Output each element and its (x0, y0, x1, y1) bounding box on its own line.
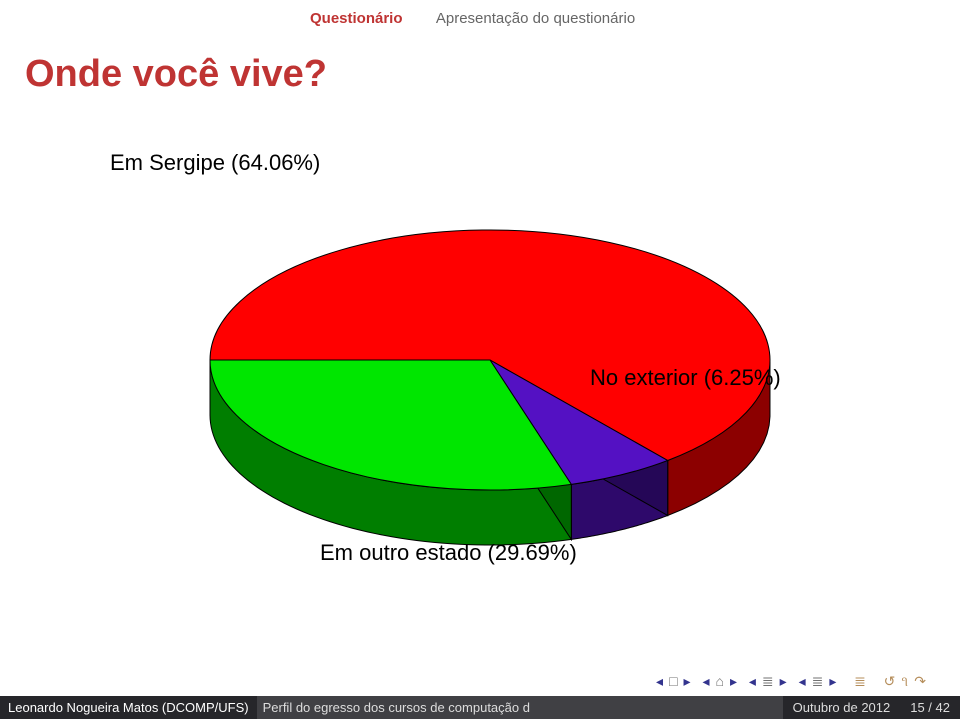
nav-first-fwd-icon[interactable]: ▸ (684, 673, 693, 689)
pie-slice-label: No exterior (6.25%) (590, 365, 781, 391)
nav-back2-icon[interactable]: ◂ (799, 673, 808, 689)
pie-chart: Em Sergipe (64.06%)No exterior (6.25%)Em… (130, 140, 830, 560)
footer-title: Perfil do egresso dos cursos de computaç… (257, 696, 783, 719)
nav-fwd2-icon[interactable]: ▸ (829, 673, 838, 689)
nav-controls[interactable]: ◂□▸ ◂⌂▸ ◂≣▸ ◂≣▸ ≣ ↺૧↷ (654, 673, 930, 690)
footer: Leonardo Nogueira Matos (DCOMP/UFS) Perf… (0, 694, 960, 720)
breadcrumb: Questionário Apresentação do questionári… (310, 10, 635, 27)
nav-back-icon[interactable]: ◂ (749, 673, 758, 689)
breadcrumb-section: Questionário (310, 10, 403, 27)
nav-prev-icon[interactable]: ◂ (702, 673, 711, 689)
page-title: Onde você vive? (25, 53, 327, 96)
nav-fwd-icon[interactable]: ▸ (780, 673, 789, 689)
footer-author: Leonardo Nogueira Matos (DCOMP/UFS) (0, 696, 257, 719)
footer-date: Outubro de 2012 (783, 696, 901, 719)
breadcrumb-subsection: Apresentação do questionário (436, 10, 635, 27)
nav-next-frame-icon[interactable]: ▸ (730, 673, 739, 689)
pie-slice-label: Em Sergipe (64.06%) (110, 150, 320, 176)
pie-slice-label: Em outro estado (29.69%) (320, 540, 577, 566)
footer-page: 15 / 42 (900, 696, 960, 719)
nav-refresh-icon[interactable]: ↺ (884, 673, 898, 689)
nav-first-icon[interactable]: ◂ (656, 673, 665, 689)
